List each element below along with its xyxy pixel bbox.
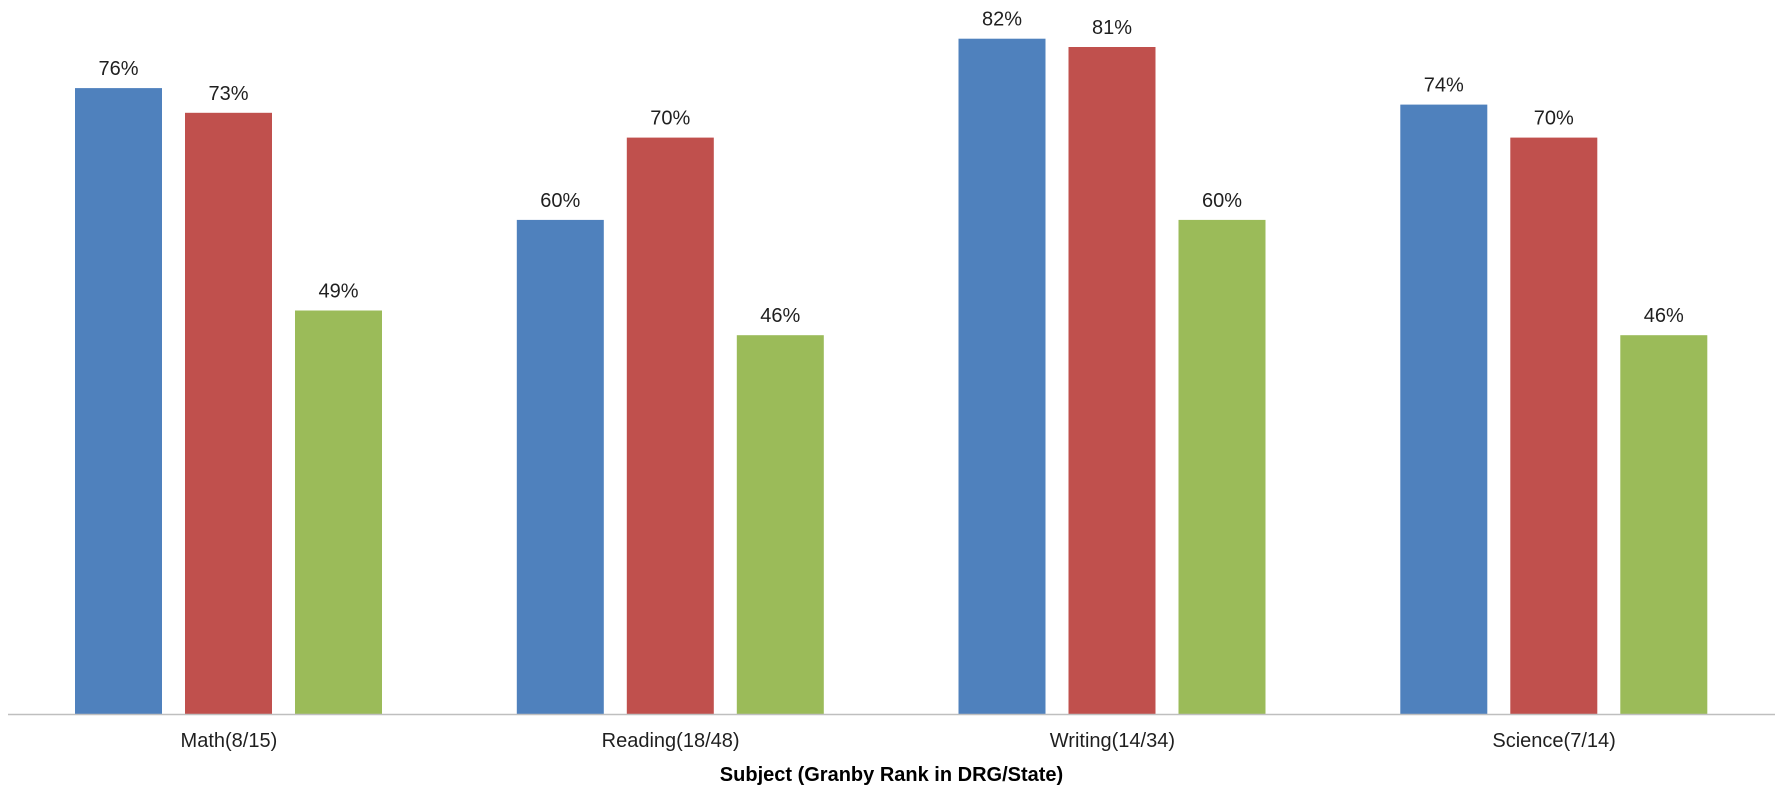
x-tick-labels-layer: Math(8/15) Reading(18/48) Writing(14/34) Sc… bbox=[181, 730, 1616, 752]
bar-series3-3 bbox=[1178, 219, 1266, 714]
data-label-series3-4: 46% bbox=[1644, 305, 1684, 327]
bar-series3-4 bbox=[1620, 335, 1708, 714]
bar-series1-1 bbox=[75, 88, 162, 715]
bar-series3-1 bbox=[295, 310, 382, 714]
data-label-series3-3: 60% bbox=[1202, 190, 1242, 212]
data-label-series2-3: 81% bbox=[1092, 17, 1132, 39]
data-labels-layer: 76% 73% 49% 60% 70% 46% 82% 81% 60% 74% 70% 46% bbox=[98, 9, 1684, 328]
data-label-series3-2: 46% bbox=[760, 305, 800, 327]
x-tick-label-3: Writing(14/34) bbox=[1050, 730, 1175, 752]
bar-series2-3 bbox=[1068, 47, 1156, 714]
x-tick-label-4: Science(7/14) bbox=[1492, 730, 1615, 752]
x-tick-label-1: Math(8/15) bbox=[181, 730, 278, 752]
data-label-series2-2: 70% bbox=[650, 108, 690, 130]
bar-series1-4 bbox=[1400, 104, 1488, 715]
data-label-series1-4: 74% bbox=[1424, 75, 1464, 97]
bar-series1-3 bbox=[958, 38, 1046, 714]
bar-series3-2 bbox=[736, 335, 824, 714]
data-label-series2-4: 70% bbox=[1534, 108, 1574, 130]
data-label-series3-1: 49% bbox=[318, 281, 358, 303]
bar-series2-2 bbox=[626, 137, 714, 715]
data-label-series1-2: 60% bbox=[540, 190, 580, 212]
bar-series1-2 bbox=[516, 219, 604, 714]
bar-series2-4 bbox=[1510, 137, 1598, 715]
x-axis-title: Subject (Granby Rank in DRG/State) bbox=[720, 764, 1063, 786]
data-label-series1-1: 76% bbox=[98, 58, 138, 80]
data-label-series1-3: 82% bbox=[982, 9, 1022, 31]
bars-layer bbox=[75, 38, 1708, 715]
bar-series2-1 bbox=[185, 112, 272, 715]
data-label-series2-1: 73% bbox=[208, 83, 248, 105]
x-tick-label-2: Reading(18/48) bbox=[602, 730, 740, 752]
